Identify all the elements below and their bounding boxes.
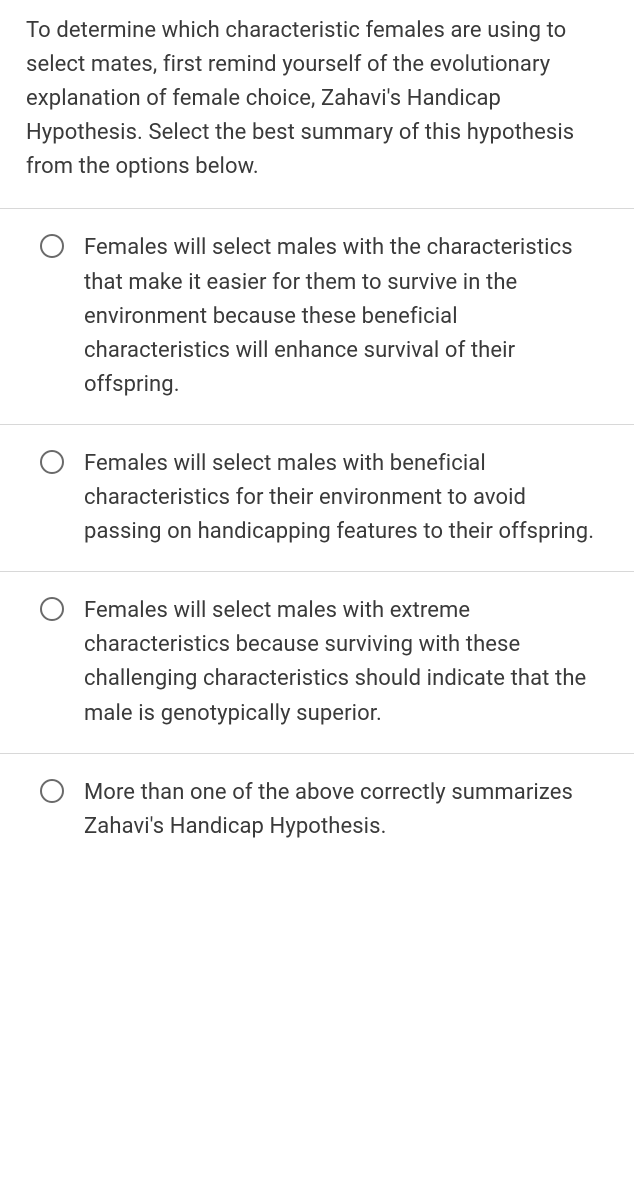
option-text: More than one of the above correctly sum… [84,776,608,844]
option-text: Females will select males with beneficia… [84,447,608,549]
radio-icon [40,597,64,621]
option-row-3[interactable]: More than one of the above correctly sum… [0,754,634,866]
option-row-0[interactable]: Females will select males with the chara… [0,209,634,424]
radio-icon [40,779,64,803]
question-prompt: To determine which characteristic female… [0,0,634,208]
radio-icon [40,234,64,258]
radio-icon [40,450,64,474]
options-list: Females will select males with the chara… [0,208,634,865]
option-row-1[interactable]: Females will select males with beneficia… [0,425,634,572]
option-text: Females will select males with the chara… [84,231,608,401]
option-text: Females will select males with extreme c… [84,594,608,730]
option-row-2[interactable]: Females will select males with extreme c… [0,572,634,753]
